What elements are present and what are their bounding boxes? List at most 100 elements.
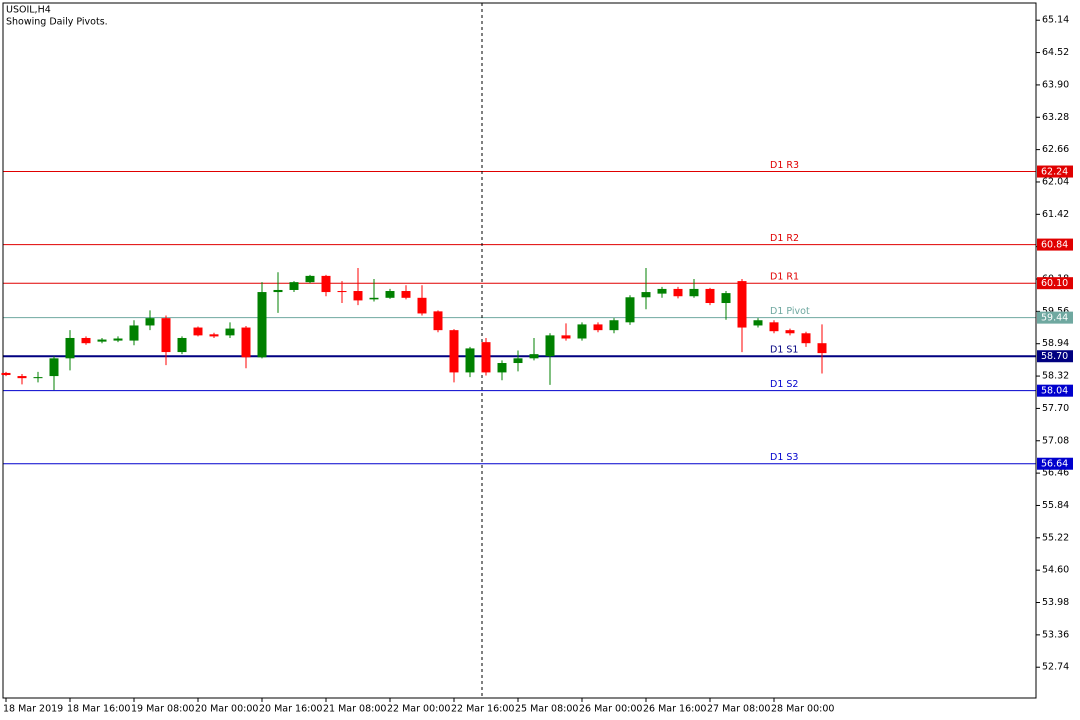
candle-body bbox=[385, 291, 395, 298]
candle-body bbox=[753, 320, 763, 326]
price-box bbox=[1037, 165, 1073, 178]
candle-body bbox=[769, 322, 779, 332]
candle-body bbox=[161, 318, 171, 353]
chart-subtitle: Showing Daily Pivots. bbox=[6, 17, 108, 28]
x-tick-label: 26 Mar 00:00 bbox=[579, 704, 642, 715]
candle-body bbox=[417, 297, 427, 314]
candle-body bbox=[289, 282, 299, 290]
x-tick-label: 25 Mar 08:00 bbox=[515, 704, 578, 715]
pivot-name: D1 S3 bbox=[770, 452, 798, 463]
pivot-name: D1 R1 bbox=[770, 272, 799, 283]
candle-body bbox=[801, 333, 811, 344]
x-tick-label: 21 Mar 08:00 bbox=[323, 704, 386, 715]
candle-body bbox=[497, 363, 507, 373]
candle-body bbox=[433, 311, 443, 331]
y-tick-label: 55.22 bbox=[1042, 532, 1069, 543]
candle-body bbox=[465, 348, 475, 373]
y-tick-label: 56.46 bbox=[1042, 468, 1069, 479]
y-tick-label: 53.98 bbox=[1042, 597, 1069, 608]
price-box bbox=[1037, 457, 1073, 470]
candle-body bbox=[1, 372, 11, 376]
candle-body bbox=[273, 289, 283, 293]
y-tick-label: 65.14 bbox=[1042, 15, 1069, 26]
y-tick-label: 62.66 bbox=[1042, 144, 1069, 155]
candle-body bbox=[449, 330, 459, 373]
candle-body bbox=[321, 275, 331, 293]
y-tick-label: 63.28 bbox=[1042, 112, 1069, 123]
x-tick-label: 19 Mar 08:00 bbox=[131, 704, 194, 715]
pivot-name: D1 S1 bbox=[770, 345, 798, 356]
y-tick-label: 61.42 bbox=[1042, 209, 1069, 220]
price-box-label: 60.10 bbox=[1041, 278, 1068, 289]
y-tick-label: 62.04 bbox=[1042, 176, 1069, 187]
price-box-label: 56.64 bbox=[1041, 459, 1068, 470]
y-tick-label: 53.36 bbox=[1042, 629, 1069, 640]
candle-body bbox=[817, 343, 827, 354]
candle-body bbox=[625, 297, 635, 323]
y-tick-label: 55.84 bbox=[1042, 500, 1069, 511]
candle-body bbox=[129, 325, 139, 341]
plot-frame bbox=[2, 2, 1037, 699]
candle-body bbox=[657, 288, 667, 294]
x-tick-label: 18 Mar 16:00 bbox=[67, 704, 130, 715]
x-tick-label: 20 Mar 00:00 bbox=[195, 704, 258, 715]
pivot-name: D1 Pivot bbox=[770, 306, 810, 317]
candle-body bbox=[737, 281, 747, 328]
price-box-label: 58.04 bbox=[1041, 386, 1068, 397]
candle-body bbox=[49, 358, 59, 377]
candle-body bbox=[689, 288, 699, 297]
candle-body bbox=[257, 292, 267, 358]
candle-body bbox=[529, 354, 539, 359]
y-tick-label: 63.90 bbox=[1042, 79, 1069, 90]
x-tick-label: 22 Mar 16:00 bbox=[451, 704, 514, 715]
candle-body bbox=[369, 297, 379, 300]
candle-body bbox=[577, 324, 587, 339]
candle-body bbox=[705, 288, 715, 304]
price-box bbox=[1037, 350, 1073, 363]
candle-body bbox=[673, 288, 683, 297]
candle-body bbox=[225, 328, 235, 336]
pivot-name: D1 S2 bbox=[770, 379, 798, 390]
pivot-name: D1 R2 bbox=[770, 233, 799, 244]
candle-body bbox=[81, 337, 91, 344]
y-tick-label: 57.70 bbox=[1042, 403, 1069, 414]
candle-body bbox=[305, 275, 315, 283]
candle-body bbox=[97, 339, 107, 342]
y-tick-label: 57.08 bbox=[1042, 435, 1069, 446]
candle-body bbox=[337, 291, 347, 293]
price-box bbox=[1037, 311, 1073, 324]
y-tick-label: 54.60 bbox=[1042, 565, 1069, 576]
candle-body bbox=[401, 291, 411, 298]
price-box bbox=[1037, 277, 1073, 290]
y-tick-label: 52.74 bbox=[1042, 662, 1069, 673]
x-tick-label: 27 Mar 08:00 bbox=[707, 704, 770, 715]
x-tick-label: 18 Mar 2019 bbox=[3, 704, 63, 715]
x-tick-label: 28 Mar 00:00 bbox=[771, 704, 834, 715]
y-tick-label: 64.52 bbox=[1042, 47, 1069, 58]
candle-body bbox=[113, 338, 123, 341]
candle-body bbox=[193, 327, 203, 336]
levels-layer bbox=[3, 171, 1036, 465]
candle-body bbox=[785, 330, 795, 334]
candle-body bbox=[353, 291, 363, 301]
candle-body bbox=[545, 335, 555, 357]
candle-body bbox=[209, 334, 219, 337]
candle-body bbox=[177, 337, 187, 353]
pivot-name: D1 R3 bbox=[770, 160, 799, 171]
price-box-label: 58.70 bbox=[1041, 351, 1068, 362]
price-box bbox=[1037, 384, 1073, 397]
x-tick-label: 20 Mar 16:00 bbox=[259, 704, 322, 715]
candle-body bbox=[33, 377, 43, 379]
x-tick-label: 26 Mar 16:00 bbox=[643, 704, 706, 715]
price-box-label: 62.24 bbox=[1041, 167, 1068, 178]
y-tick-label: 59.56 bbox=[1042, 306, 1069, 317]
y-tick-label: 58.32 bbox=[1042, 371, 1069, 382]
candle-body bbox=[721, 293, 731, 304]
candle-body bbox=[609, 320, 619, 331]
chart-title: USOIL,H4 bbox=[6, 5, 51, 16]
candle-body bbox=[145, 318, 155, 326]
candle-body bbox=[641, 292, 651, 298]
candle-body bbox=[593, 324, 603, 331]
candle-body bbox=[513, 358, 523, 364]
